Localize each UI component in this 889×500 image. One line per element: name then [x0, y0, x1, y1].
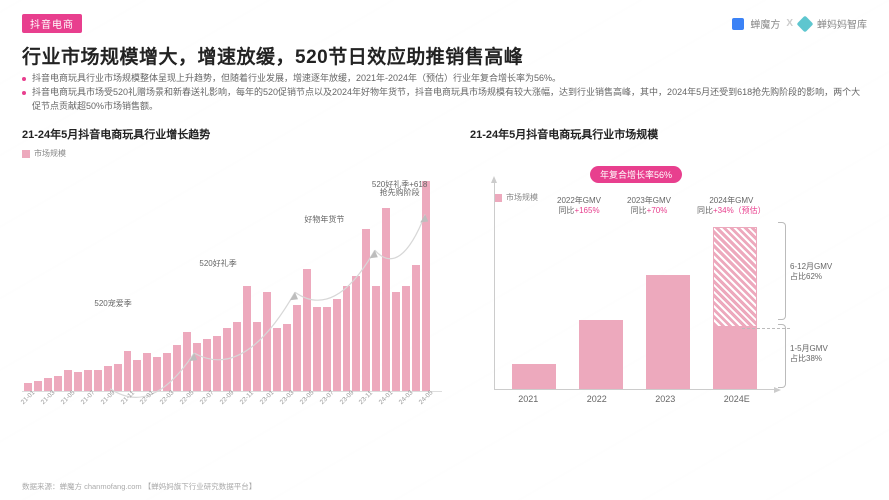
diamond-icon — [797, 15, 814, 32]
category-tag: 抖音电商 — [22, 14, 82, 33]
monthly-bar — [133, 360, 141, 392]
monthly-bar — [243, 286, 251, 391]
monthly-bar — [382, 208, 390, 391]
logo-right-text: 蝉妈妈智库 — [817, 16, 867, 31]
chart-callout: 520宠爱季 — [94, 298, 131, 323]
chart1-legend: 市场规模 — [22, 148, 66, 159]
x-tick-label: 2024E — [724, 394, 750, 404]
bullet-2: 抖音电商玩具市场受520礼赠场景和新春送礼影响，每年的520促销节点以及2024… — [22, 86, 867, 114]
brand-logos: 蝉魔方 X 蝉妈妈智库 — [732, 16, 867, 31]
legend-swatch — [22, 150, 30, 158]
monthly-bar — [183, 332, 191, 391]
data-source-footer: 数据来源：蝉魔方 chanmofang.com 【蝉妈妈旗下行业研究数据平台】 — [22, 481, 256, 492]
monthly-bar — [283, 324, 291, 391]
monthly-bar — [34, 381, 42, 392]
logo-left-text: 蝉魔方 — [750, 16, 780, 31]
gmv-growth-label: 2022年GMV同比+165% — [557, 196, 601, 216]
gmv-growth-label: 2023年GMV同比+70% — [627, 196, 671, 216]
year-bar — [646, 275, 690, 389]
monthly-bar — [412, 265, 420, 391]
cube-icon — [732, 18, 744, 30]
monthly-bar — [402, 286, 410, 391]
right-note-upper: 6-12月GMV 占比62% — [790, 262, 832, 283]
monthly-bar — [253, 322, 261, 391]
brace-upper — [778, 222, 786, 320]
monthly-bar — [203, 339, 211, 392]
monthly-bar — [303, 269, 311, 391]
monthly-bar — [213, 336, 221, 391]
monthly-bar — [94, 370, 102, 391]
monthly-bar — [54, 376, 62, 391]
monthly-bar — [193, 343, 201, 391]
monthly-bar — [233, 322, 241, 391]
chart1-title: 21-24年5月抖音电商玩具行业增长趋势 — [22, 126, 210, 142]
x-tick-label: 2023 — [655, 394, 675, 404]
year-bar — [579, 320, 623, 389]
summary-bullets: 抖音电商玩具行业市场规模整体呈现上升趋势，但随着行业发展，增速逐年放缓，2021… — [22, 72, 867, 114]
monthly-bar — [143, 353, 151, 391]
chart2-title: 21-24年5月抖音电商玩具行业市场规模 — [470, 126, 658, 142]
monthly-trend-chart: 21-0121-0321-0521-0721-0921-1122-0122-03… — [22, 160, 442, 430]
monthly-bar — [293, 305, 301, 391]
monthly-bar — [153, 357, 161, 391]
growth-rate-pill: 年复合增长率56% — [590, 166, 682, 183]
monthly-bar — [84, 370, 92, 391]
monthly-bar — [323, 307, 331, 391]
monthly-bar — [173, 345, 181, 391]
monthly-bar — [263, 292, 271, 391]
x-tick-label: 2022 — [587, 394, 607, 404]
monthly-bar — [392, 292, 400, 391]
monthly-bar — [422, 181, 430, 391]
bullet-1: 抖音电商玩具行业市场规模整体呈现上升趋势，但随着行业发展，增速逐年放缓，2021… — [22, 72, 867, 86]
year-bar — [713, 227, 757, 389]
x-tick-label: 2021 — [518, 394, 538, 404]
brace-lower — [778, 324, 786, 388]
page-title: 行业市场规模增大，增速放缓，520节日效应助推销售高峰 — [22, 42, 523, 69]
chart-callout: 520好礼季 — [199, 258, 236, 283]
monthly-bar — [124, 351, 132, 391]
monthly-bar — [372, 286, 380, 391]
monthly-bar — [104, 366, 112, 391]
monthly-bar — [74, 372, 82, 391]
monthly-bar — [343, 286, 351, 391]
monthly-bar — [114, 364, 122, 391]
monthly-bar — [352, 276, 360, 392]
monthly-bar — [362, 229, 370, 391]
monthly-bar — [313, 307, 321, 391]
legend-label: 市场规模 — [34, 148, 66, 159]
monthly-bar — [64, 370, 72, 391]
monthly-bar — [163, 353, 171, 391]
monthly-bar — [273, 328, 281, 391]
year-bar — [512, 364, 556, 389]
logo-separator: X — [786, 18, 793, 29]
right-note-lower: 1-5月GMV 占比38% — [790, 344, 828, 365]
monthly-bar — [333, 299, 341, 391]
gmv-growth-label: 2024年GMV同比+34%（预估） — [697, 196, 766, 216]
yearly-scale-chart: 市场规模 年复合增长率56% 2021202220232024E 2022年GM… — [470, 150, 850, 440]
monthly-bar — [223, 328, 231, 391]
chart-callout: 520好礼季+618抢先购阶段 — [372, 181, 428, 213]
chart-callout: 好物年货节 — [304, 214, 344, 239]
